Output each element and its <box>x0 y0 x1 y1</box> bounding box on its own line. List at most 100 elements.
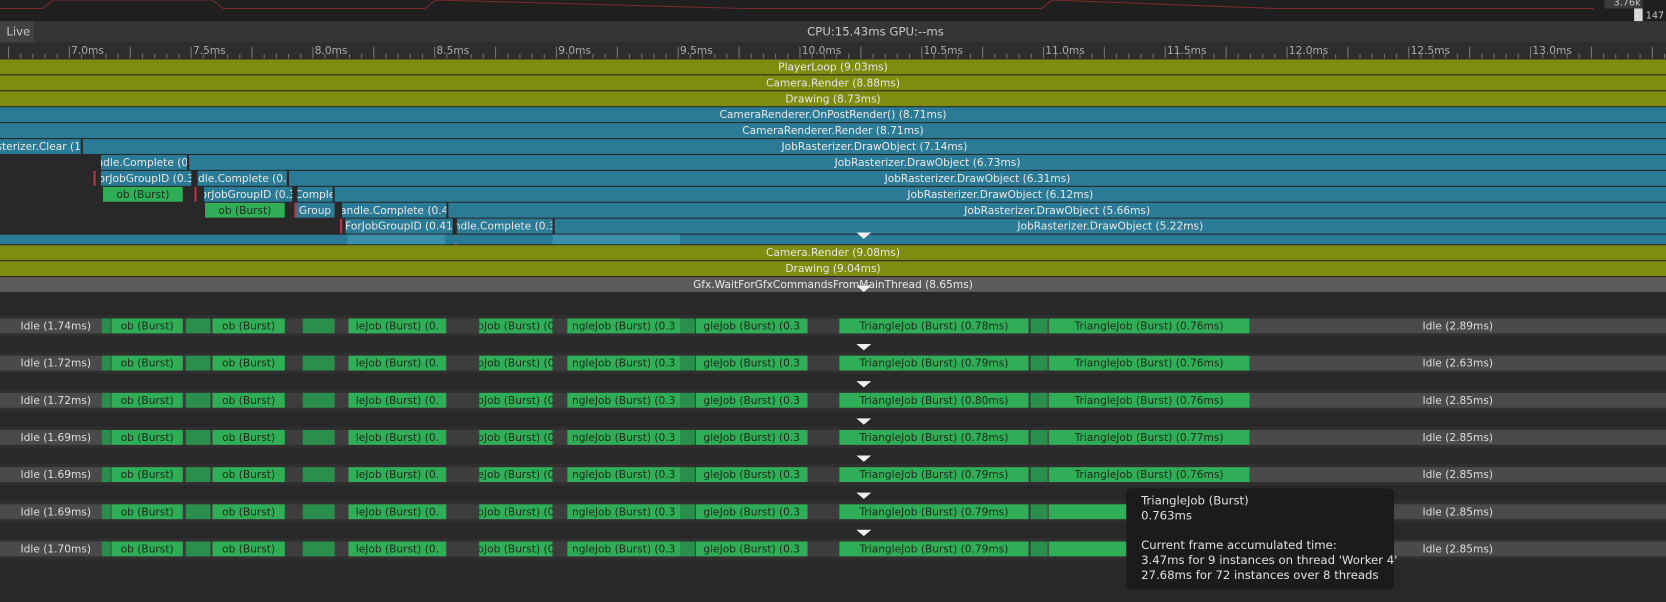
job-sliver <box>185 430 211 445</box>
job-bar <box>111 355 183 371</box>
expand-arrow <box>856 529 872 537</box>
job-bar-label: gleJob (Burst) (0.3 <box>703 319 800 332</box>
job-bar <box>111 430 183 445</box>
idle-bar <box>0 504 112 520</box>
job-bar <box>695 318 808 334</box>
job-bar <box>1048 355 1250 371</box>
job-bar-label: TriangleJob (Burst) (0.78ms) <box>858 431 1008 444</box>
sample-bar-label: ndle.Complete (0.3 <box>454 220 556 233</box>
tooltip-line: 0.763ms <box>1141 509 1192 523</box>
idle-bar-label: Idle (1.72ms) <box>21 394 92 407</box>
job-bar <box>567 504 680 520</box>
idle-bar-label: Idle (1.69ms) <box>21 468 92 481</box>
job-bar-label: ngleJob (Burst) (0.3 <box>572 357 675 370</box>
marker <box>340 218 343 234</box>
sample-bar-label: ForJobGroupID (0.41 <box>345 220 453 233</box>
frame-graph <box>0 0 1666 22</box>
job-bar-label: eJob (Burst) (0 <box>477 468 554 481</box>
sample-bar-label: PlayerLoop (9.03ms) <box>778 60 888 73</box>
job-sliver <box>302 504 335 520</box>
job-bar-label: ob (Burst) <box>121 542 174 555</box>
job-sliver <box>102 430 111 445</box>
job-sliver <box>185 467 211 483</box>
tooltip-line: TriangleJob (Burst) <box>1140 494 1249 508</box>
sample-bar <box>295 202 335 218</box>
job-bar-label: ngleJob (Burst) (0.3 <box>572 319 675 332</box>
job-bar <box>479 392 553 408</box>
job-bar-label: TriangleJob (Burst) (0.76ms) <box>1074 394 1224 407</box>
job-bar <box>479 541 553 557</box>
job-sliver <box>1030 318 1048 334</box>
sample-bar <box>448 202 1666 218</box>
expand-arrow <box>856 285 872 292</box>
job-bar <box>348 541 447 557</box>
expand-arrow <box>856 418 872 425</box>
sample-bar-label: Comple <box>295 188 335 201</box>
job-bar-label: leJob (Burst) (0. <box>356 394 439 407</box>
sample-bar <box>100 155 187 170</box>
job-sliver <box>102 392 111 408</box>
marker <box>194 186 197 202</box>
job-bar <box>111 318 183 334</box>
idle-bar-label: Idle (2.85ms) <box>1422 394 1493 407</box>
sample-bar <box>0 261 1666 277</box>
sample-bar-label: Camera.Render (8.88ms) <box>766 76 900 89</box>
job-bar-label: TriangleJob (Burst) (0.78ms) <box>858 319 1008 332</box>
sample-bar-label: JobRasterizer.DrawObject (5.66ms) <box>963 204 1150 217</box>
job-bar-label: ngleJob (Burst) (0.3 <box>572 505 675 518</box>
tooltip <box>1126 488 1394 590</box>
idle-bar-label: Idle (1.72ms) <box>21 357 92 370</box>
ruler-label: 9.5ms <box>680 44 713 57</box>
expand-arrow <box>856 455 872 462</box>
job-bar-label: TriangleJob (Burst) (0.79ms) <box>858 468 1008 481</box>
job-bar <box>1048 392 1250 408</box>
graph-line <box>0 0 1594 10</box>
idle-bar <box>0 392 112 408</box>
job-bar <box>479 467 553 483</box>
cpu-gpu-timing: CPU:15.43ms GPU:--ms <box>807 24 944 38</box>
job-sliver <box>302 392 335 408</box>
job-bar <box>212 467 285 483</box>
idle-bar <box>1249 355 1666 371</box>
job-sliver <box>302 318 335 334</box>
ruler-label: 11.5ms <box>1167 44 1207 57</box>
job-bar-label: bJob (Burst) (0 <box>477 357 554 370</box>
job-sliver <box>680 504 695 520</box>
live-button[interactable] <box>0 21 34 43</box>
ruler-label: 10.5ms <box>924 44 964 57</box>
job-bar <box>839 318 1029 334</box>
job-bar-label: TriangleJob (Burst) (0.77ms) <box>1074 431 1224 444</box>
job-bar <box>567 430 680 445</box>
job-sliver <box>185 541 211 557</box>
sample-bar-label: JobRasterizer.DrawObject (6.31ms) <box>884 172 1071 185</box>
graph-side: 147 <box>1646 10 1664 21</box>
job-bar <box>695 430 808 445</box>
sample-bar <box>0 277 1666 292</box>
sample-bar-label: CameraRenderer.Render (8.71ms) <box>742 124 923 137</box>
time-ruler <box>0 42 1666 59</box>
live-label[interactable]: Live <box>6 24 30 38</box>
job-sliver <box>1030 430 1048 445</box>
job-bar-label: TriangleJob (Burst) (0.80ms) <box>858 394 1008 407</box>
tooltip-line: 27.68ms for 72 instances over 8 threads <box>1141 568 1378 582</box>
job-bar-label: ob (Burst) <box>121 505 174 518</box>
job-sliver <box>680 318 695 334</box>
idle-bar-label: Idle (1.74ms) <box>21 319 92 332</box>
sample-bar <box>334 186 1666 202</box>
sample-bar-label: JobRasterizer.DrawObject (6.73ms) <box>834 156 1021 169</box>
sample-bar <box>197 170 287 186</box>
job-bar-label: ob (Burst) <box>222 357 275 370</box>
job-sliver <box>102 355 111 371</box>
job-bar <box>695 392 808 408</box>
job-bar-label: gleJob (Burst) (0.3 <box>703 468 800 481</box>
sample-bar-label: sterizer.Clear (1. <box>0 140 84 153</box>
job-bar-label: TriangleJob (Burst) (0.79ms) <box>858 542 1008 555</box>
sample-bar-label: Group <box>299 204 332 217</box>
idle-bar <box>1249 467 1666 483</box>
sample-bar <box>0 245 1666 261</box>
sample-bar-label: Gfx.WaitForGfxCommandsFromMainThread (8.… <box>693 278 973 291</box>
marker <box>93 170 96 186</box>
sample-bar-label: ndle.Complete (0. <box>96 156 191 169</box>
job-bar <box>695 504 808 520</box>
